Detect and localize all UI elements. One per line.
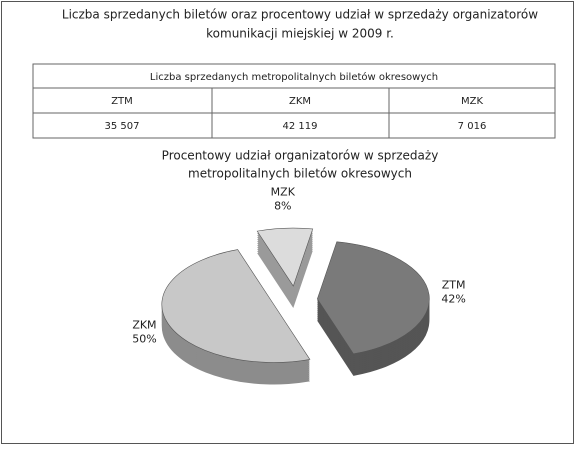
table-cell: 42 119 [283, 121, 318, 132]
doc-title: komunikacji miejskiej w 2009 r. [206, 27, 394, 41]
slice-label: ZKM [132, 319, 156, 332]
slice-value-label: 50% [132, 333, 156, 346]
slice-value-label: 8% [274, 199, 291, 212]
table-cell: 35 507 [105, 121, 140, 132]
chart-title: metropolitalnych biletów okresowych [188, 167, 412, 181]
table-title: Liczba sprzedanych metropolitalnych bile… [150, 71, 438, 83]
column-header: MZK [461, 96, 483, 107]
slice-label: ZTM [442, 278, 466, 291]
slice-value-label: 42% [441, 292, 465, 305]
table [32, 63, 556, 139]
column-header: ZTM [111, 96, 133, 107]
doc-title: Liczba sprzedanych biletów oraz procento… [62, 8, 538, 22]
pie-slice [161, 249, 311, 363]
pie-slice [256, 227, 314, 287]
chart-title: Procentowy udział organizatorów w sprzed… [162, 149, 439, 163]
column-header: ZKM [289, 96, 311, 107]
table-cell: 7 016 [458, 121, 487, 132]
slice-label: MZK [271, 185, 296, 198]
table-border [32, 63, 556, 139]
pie-slice [317, 241, 430, 355]
